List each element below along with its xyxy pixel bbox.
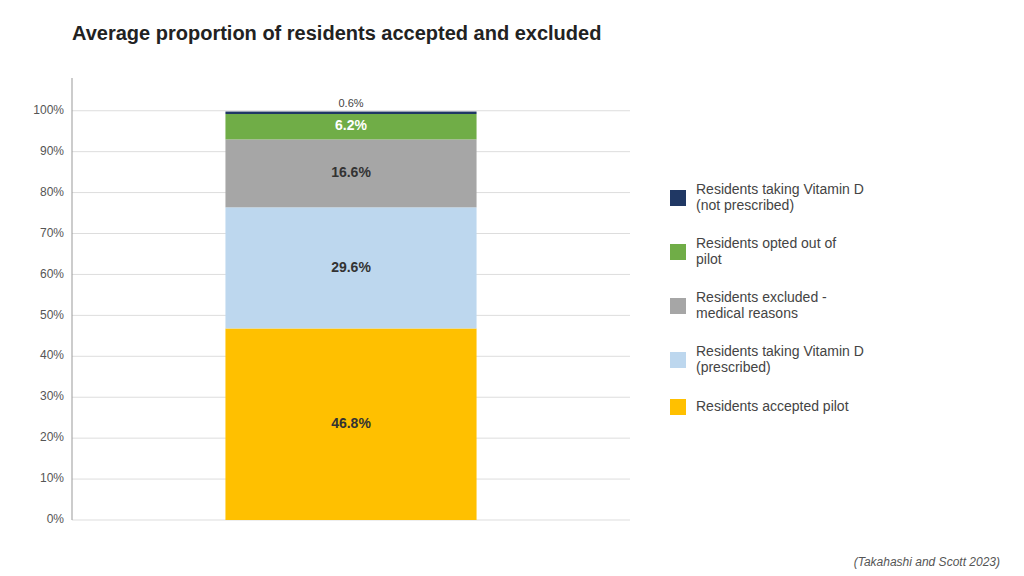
y-axis-line xyxy=(72,78,73,520)
data-label: 0.6% xyxy=(338,97,363,109)
bar-segment xyxy=(225,114,476,139)
y-tick-label: 70% xyxy=(40,226,64,240)
y-tick-label: 30% xyxy=(40,389,64,403)
y-tick-label: 20% xyxy=(40,430,64,444)
legend-swatch xyxy=(670,244,686,260)
y-tick-label: 0% xyxy=(47,512,65,526)
data-label: 46.8% xyxy=(331,415,371,431)
y-tick-label: 40% xyxy=(40,348,64,362)
grid xyxy=(72,111,630,520)
y-tick-label: 10% xyxy=(40,471,64,485)
data-label: 6.2% xyxy=(335,117,367,133)
data-labels: 46.8% 29.6% 16.6% 6.2% 0.6% xyxy=(331,97,371,431)
bar-segment xyxy=(225,207,476,328)
y-tick-label: 80% xyxy=(40,185,64,199)
legend-label: Residents taking Vitamin D(not prescribe… xyxy=(696,181,864,213)
legend-label: Residents taking Vitamin D(prescribed) xyxy=(696,343,864,375)
footnote: (Takahashi and Scott 2023) xyxy=(854,555,1000,569)
legend-swatch xyxy=(670,298,686,314)
title: Average proportion of residents accepted… xyxy=(72,22,601,44)
chart: Average proportion of residents accepted… xyxy=(0,0,1024,576)
legend-swatch xyxy=(670,352,686,368)
bar-segment xyxy=(225,328,476,520)
y-tick-label: 90% xyxy=(40,144,64,158)
legend: Residents taking Vitamin D(not prescribe… xyxy=(670,181,864,415)
legend-label: Residents excluded -medical reasons xyxy=(696,289,827,321)
grid-line xyxy=(72,110,630,111)
bar-segment xyxy=(225,112,476,114)
data-label: 29.6% xyxy=(331,259,371,275)
legend-swatch xyxy=(670,399,686,415)
bars xyxy=(225,112,476,520)
data-label: 16.6% xyxy=(331,164,371,180)
legend-label: Residents accepted pilot xyxy=(696,398,849,414)
y-tick-label: 60% xyxy=(40,267,64,281)
bar-segment xyxy=(225,139,476,207)
legend-swatch xyxy=(670,190,686,206)
y-tick-label: 100% xyxy=(33,103,64,117)
legend-label: Residents opted out ofpilot xyxy=(696,235,836,267)
y-tick-label: 50% xyxy=(40,308,64,322)
